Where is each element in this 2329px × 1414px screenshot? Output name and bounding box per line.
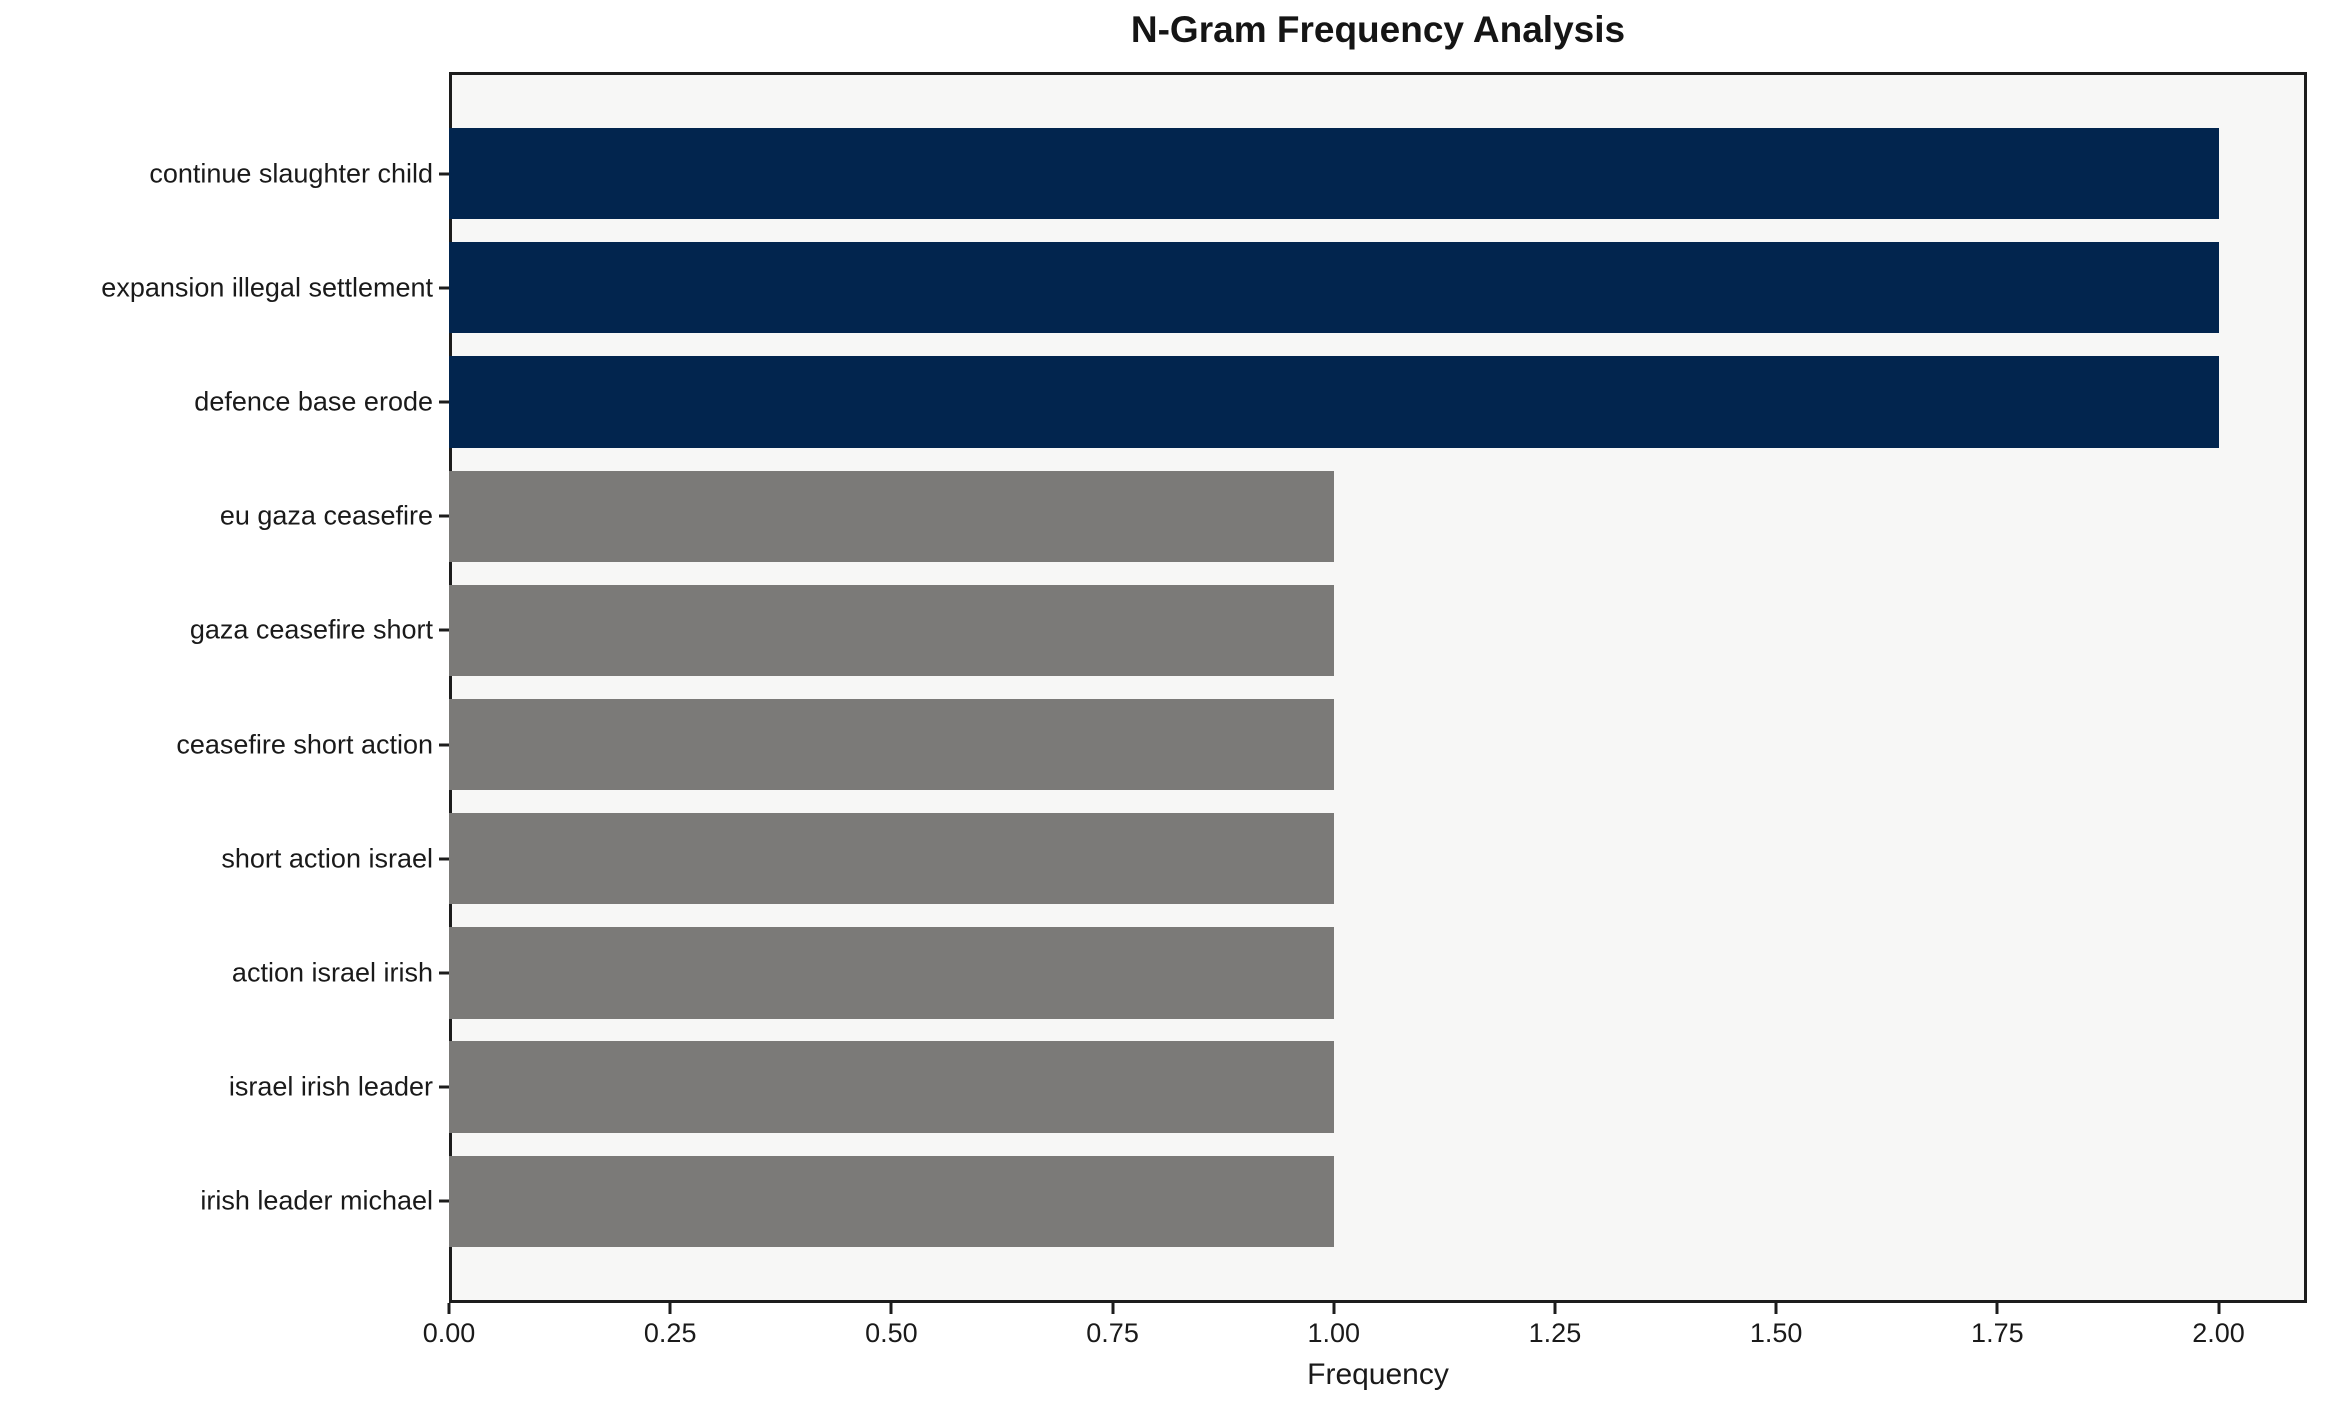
y-tick-label: defence base erode — [194, 386, 433, 417]
chart-bar — [449, 1155, 1334, 1248]
x-axis-label: Frequency — [1307, 1358, 1449, 1391]
y-tick-mark — [439, 857, 449, 861]
chart-bar — [449, 470, 1334, 562]
y-tick-label: irish leader michael — [200, 1185, 433, 1216]
y-tick-mark — [439, 1199, 449, 1203]
y-tick-label: action israel irish — [231, 957, 433, 988]
x-tick-mark — [1995, 1303, 1999, 1314]
x-tick-mark — [1111, 1303, 1115, 1314]
x-tick-mark — [1774, 1303, 1778, 1314]
x-tick-label: 0.75 — [1086, 1318, 1139, 1348]
bars-container — [449, 72, 2307, 1303]
y-axis-labels: continue slaughter child expansion illega… — [0, 72, 433, 1303]
chart-bar — [449, 927, 1334, 1019]
y-tick-mark — [439, 400, 449, 404]
x-tick-label: 1.50 — [1749, 1318, 1803, 1348]
y-tick-label: short action israel — [221, 843, 433, 874]
x-tick-label: 0.25 — [643, 1318, 697, 1348]
y-tick-label: gaza ceasefire short — [189, 614, 433, 645]
x-tick-mark — [1332, 1303, 1336, 1314]
x-axis-labels: 0.00 0.25 0.50 0.75 1.00 1.25 1.50 1.75 2.00 — [423, 1318, 2307, 1352]
x-tick-label: 1.75 — [1971, 1318, 2024, 1348]
y-tick-mark — [439, 172, 449, 176]
y-tick-label: continue slaughter child — [149, 158, 433, 189]
x-tick-label: 2.00 — [2192, 1318, 2245, 1348]
x-axis-tick-marks — [447, 1303, 2307, 1314]
x-tick-mark — [1553, 1303, 1557, 1314]
chart-bar — [449, 356, 2219, 448]
x-tick-label: 0.50 — [865, 1318, 918, 1348]
y-tick-mark — [439, 628, 449, 632]
y-tick-mark — [439, 743, 449, 747]
y-tick-label: ceasefire short action — [176, 729, 433, 760]
x-tick-mark — [447, 1303, 451, 1314]
x-tick-label: 1.25 — [1528, 1318, 1582, 1348]
y-tick-label: expansion illegal settlement — [101, 272, 433, 303]
x-tick-label: 0.00 — [422, 1318, 476, 1348]
chart-bar — [449, 127, 2219, 220]
chart-bar — [449, 584, 1334, 677]
chart-bar — [449, 698, 1334, 791]
x-tick-mark — [889, 1303, 893, 1314]
y-tick-mark — [439, 971, 449, 975]
chart-bar — [449, 242, 2219, 334]
chart-bar — [449, 813, 1334, 905]
y-tick-mark — [439, 286, 449, 290]
y-axis-tick-marks — [439, 72, 449, 1303]
y-tick-label: eu gaza ceasefire — [219, 500, 433, 531]
y-tick-label: israel irish leader — [228, 1071, 433, 1102]
x-tick-mark — [2217, 1303, 2221, 1314]
chart-title: N-Gram Frequency Analysis — [1130, 9, 1626, 50]
chart-bar — [449, 1041, 1334, 1133]
x-tick-mark — [668, 1303, 672, 1314]
plot-area — [449, 72, 2307, 1303]
y-tick-mark — [439, 514, 449, 518]
y-tick-mark — [439, 1085, 449, 1089]
x-tick-label: 1.00 — [1307, 1318, 1361, 1348]
